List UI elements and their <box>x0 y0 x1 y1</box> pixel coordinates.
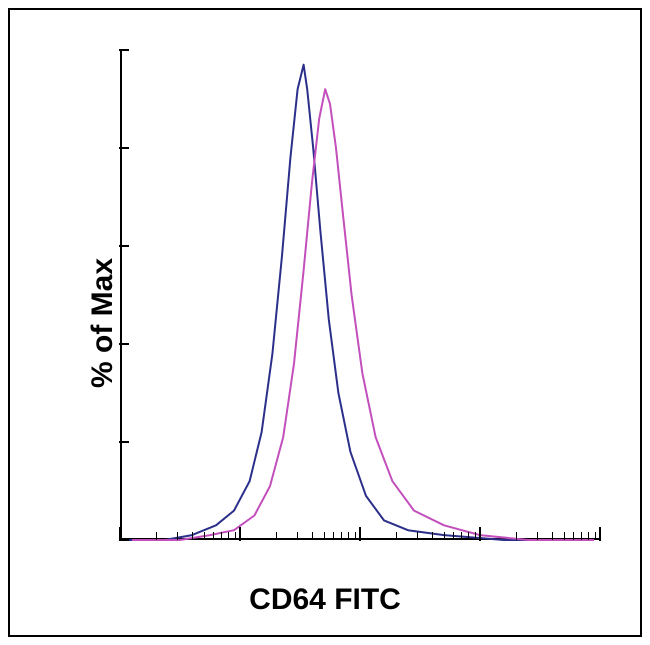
y-tick <box>119 245 129 247</box>
x-tick-major <box>119 527 121 541</box>
x-tick-minor <box>348 532 349 540</box>
x-tick-minor <box>341 532 342 540</box>
x-tick-minor <box>192 532 193 540</box>
x-tick-minor <box>581 532 582 540</box>
y-tick <box>119 147 129 149</box>
x-tick-minor <box>235 532 236 540</box>
x-tick-minor <box>444 532 445 540</box>
x-tick-minor <box>213 532 214 540</box>
x-tick-minor <box>537 532 538 540</box>
x-tick-minor <box>417 532 418 540</box>
y-tick <box>119 49 129 51</box>
x-tick-minor <box>312 532 313 540</box>
x-tick-minor <box>156 532 157 540</box>
x-tick-minor <box>516 532 517 540</box>
x-tick-major <box>479 527 481 541</box>
plot-area <box>120 50 600 540</box>
x-tick-major <box>599 527 601 541</box>
x-tick-minor <box>588 532 589 540</box>
x-tick-minor <box>461 532 462 540</box>
x-tick-major <box>359 527 361 541</box>
x-tick-minor <box>432 532 433 540</box>
x-tick-major <box>239 527 241 541</box>
x-tick-minor <box>324 532 325 540</box>
x-tick-minor <box>475 532 476 540</box>
x-tick-minor <box>595 532 596 540</box>
y-axis-label: % of Max <box>86 257 120 387</box>
x-tick-minor <box>276 532 277 540</box>
x-tick-minor <box>453 532 454 540</box>
curve-control <box>126 65 594 540</box>
y-tick <box>119 441 129 443</box>
y-tick <box>119 343 129 345</box>
x-tick-minor <box>573 532 574 540</box>
chart-frame: % of Max CD64 FITC <box>8 8 642 637</box>
x-tick-minor <box>228 532 229 540</box>
x-tick-minor <box>396 532 397 540</box>
x-tick-minor <box>177 532 178 540</box>
x-tick-minor <box>221 532 222 540</box>
x-tick-minor <box>333 532 334 540</box>
x-tick-minor <box>552 532 553 540</box>
x-tick-minor <box>204 532 205 540</box>
x-tick-minor <box>355 532 356 540</box>
x-tick-minor <box>297 532 298 540</box>
curve-stained <box>132 89 594 540</box>
x-tick-minor <box>468 532 469 540</box>
histogram-curves <box>120 50 600 540</box>
x-axis-label: CD64 FITC <box>249 583 401 617</box>
x-tick-minor <box>564 532 565 540</box>
